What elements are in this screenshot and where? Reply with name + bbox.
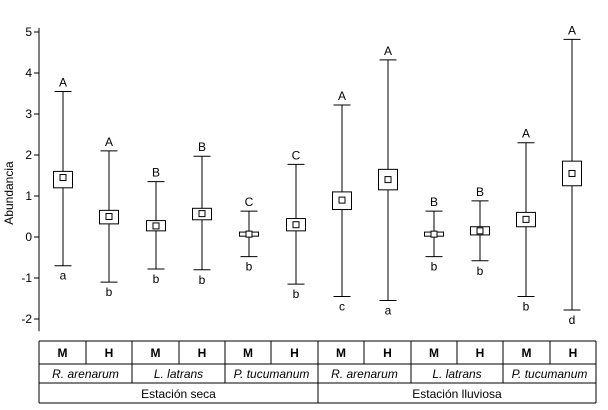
sex-label: M bbox=[336, 346, 346, 360]
top-letter-label: A bbox=[522, 127, 530, 141]
box-group: Ab bbox=[99, 135, 119, 299]
sex-label: H bbox=[383, 346, 392, 360]
species-label: L. latrans bbox=[432, 367, 481, 381]
sex-label: H bbox=[105, 346, 114, 360]
mean-marker bbox=[476, 227, 484, 235]
box-group: Bb bbox=[424, 195, 444, 274]
bottom-letter-label: b bbox=[431, 260, 438, 274]
mean-marker bbox=[198, 210, 206, 218]
sex-label: H bbox=[290, 346, 299, 360]
species-label: L. latrans bbox=[154, 367, 203, 381]
top-letter-label: A bbox=[384, 44, 392, 58]
sex-label: H bbox=[198, 346, 207, 360]
top-letter-label: C bbox=[245, 195, 254, 209]
box-group: Cb bbox=[239, 195, 259, 274]
bottom-letter-label: b bbox=[106, 285, 113, 299]
mean-marker bbox=[568, 169, 576, 177]
box-group: Ab bbox=[516, 127, 536, 313]
bottom-letter-label: b bbox=[523, 299, 530, 313]
sex-label: M bbox=[243, 346, 253, 360]
top-letter-label: A bbox=[338, 89, 346, 103]
bottom-letter-label: c bbox=[339, 299, 345, 313]
sex-label: M bbox=[522, 346, 532, 360]
y-tick-label: 4 bbox=[25, 66, 32, 80]
top-letter-label: B bbox=[152, 166, 160, 180]
mean-marker bbox=[152, 222, 160, 230]
top-letter-label: B bbox=[198, 140, 206, 154]
mean-marker bbox=[59, 174, 67, 182]
species-label: P. tucumanum bbox=[234, 367, 310, 381]
species-label: P. tucumanum bbox=[512, 367, 588, 381]
sex-label: M bbox=[151, 346, 161, 360]
y-tick-label: 2 bbox=[25, 148, 32, 162]
y-tick-label: 3 bbox=[25, 107, 32, 121]
bottom-letter-label: b bbox=[293, 287, 300, 301]
y-axis: 5 4 3 2 1 0 -1 -2 bbox=[21, 25, 40, 332]
y-tick-label: -1 bbox=[21, 271, 32, 285]
sex-label: H bbox=[476, 346, 485, 360]
box-group: Aa bbox=[53, 75, 73, 283]
y-tick-label: 1 bbox=[25, 189, 32, 203]
bottom-letter-label: b bbox=[477, 264, 484, 278]
y-tick-label: 5 bbox=[25, 25, 32, 39]
top-letter-label: B bbox=[430, 195, 438, 209]
y-axis-label: Abundancia bbox=[2, 161, 16, 225]
y-tick-label: 0 bbox=[25, 230, 32, 244]
category-table: M H M H M H M H M H M H R. arenarum L. latrans P. tucu… bbox=[38, 340, 597, 404]
mean-marker bbox=[384, 176, 392, 184]
bottom-letter-label: a bbox=[385, 304, 392, 318]
bottom-letter-label: b bbox=[199, 273, 206, 287]
top-letter-label: B bbox=[476, 185, 484, 199]
box-group: Ac bbox=[332, 89, 352, 313]
mean-marker bbox=[338, 196, 346, 204]
sex-label: M bbox=[58, 346, 68, 360]
species-label: R. arenarum bbox=[331, 367, 398, 381]
sex-label: M bbox=[429, 346, 439, 360]
box-group: Bb bbox=[192, 140, 212, 287]
top-letter-label: C bbox=[292, 148, 301, 162]
mean-marker bbox=[522, 215, 530, 223]
season-label: Estación lluviosa bbox=[412, 387, 502, 401]
species-label: R. arenarum bbox=[52, 367, 119, 381]
box-group: Cb bbox=[286, 148, 306, 301]
bottom-letter-label: b bbox=[153, 272, 160, 286]
top-letter-label: A bbox=[568, 23, 576, 37]
mean-marker bbox=[292, 221, 300, 229]
y-tick-label: -2 bbox=[21, 312, 32, 326]
mean-marker bbox=[245, 230, 253, 238]
mean-marker bbox=[430, 230, 438, 238]
sex-label: H bbox=[569, 346, 578, 360]
bottom-letter-label: b bbox=[246, 260, 253, 274]
box-group: Bb bbox=[470, 185, 490, 278]
top-letter-label: A bbox=[59, 75, 67, 89]
box-group: Ad bbox=[562, 23, 582, 327]
mean-marker bbox=[105, 213, 113, 220]
bottom-letter-label: d bbox=[569, 313, 576, 327]
bottom-letter-label: a bbox=[60, 269, 67, 283]
top-letter-label: A bbox=[105, 135, 113, 149]
box-group: Bb bbox=[146, 166, 166, 286]
box-group: Aa bbox=[378, 44, 398, 318]
season-label: Estación seca bbox=[141, 387, 216, 401]
